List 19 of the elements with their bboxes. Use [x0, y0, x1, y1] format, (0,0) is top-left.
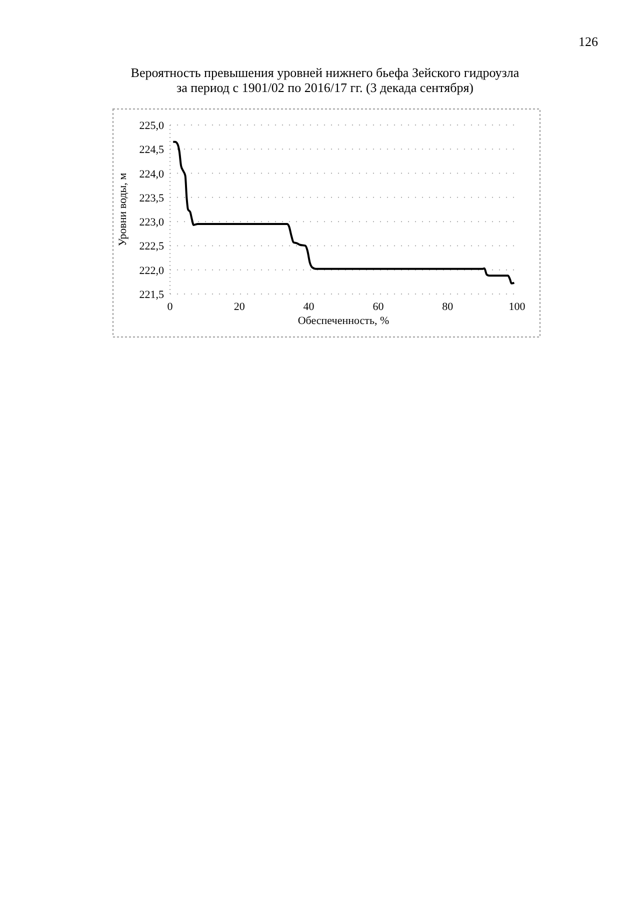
text: 126 — [578, 34, 598, 49]
x-tick-label: 60 — [372, 301, 384, 313]
y-tick-label: 223,0 — [139, 216, 164, 229]
x-tick-label: 20 — [234, 301, 246, 313]
y-tick-label: 222,5 — [139, 240, 164, 253]
y-tick-label: 224,5 — [139, 144, 164, 156]
x-tick-label: 40 — [303, 301, 315, 313]
y-tick-label: 224,0 — [139, 168, 164, 180]
y-tick-label: 222,0 — [139, 264, 164, 277]
x-axis-title: Обеспеченность, % — [298, 315, 390, 327]
x-tick-label: 80 — [442, 301, 454, 313]
x-tick-label: 100 — [508, 301, 526, 313]
x-tick-label: 0 — [167, 301, 174, 313]
y-tick-label: 225,0 — [139, 120, 164, 132]
line-series — [172, 140, 516, 284]
y-tick-label: 223,5 — [139, 192, 164, 204]
chart-title: Вероятность превышения уровней нижнего бьефа Зейского гидроузла за период с 1901/02 по 2016/17 гг. (3 декада сентября) — [130, 65, 520, 95]
y-axis-title: Уровни воды, м — [117, 172, 129, 246]
y-tick-label: 221,5 — [139, 289, 164, 301]
